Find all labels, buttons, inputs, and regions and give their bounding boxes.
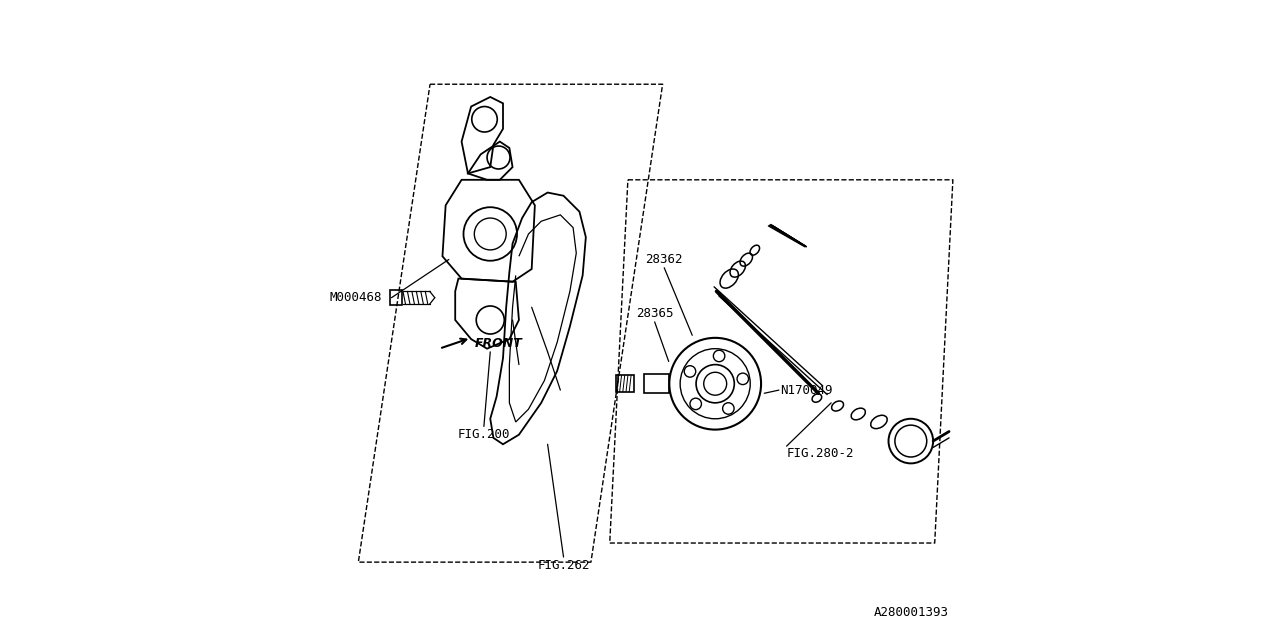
Text: M000468: M000468 <box>329 291 381 304</box>
Text: 28362: 28362 <box>645 253 684 266</box>
Text: A280001393: A280001393 <box>874 607 948 620</box>
Text: FIG.262: FIG.262 <box>538 559 590 572</box>
Text: FRONT: FRONT <box>475 337 522 350</box>
Text: FIG.280-2: FIG.280-2 <box>787 447 854 460</box>
Text: N170049: N170049 <box>781 383 833 397</box>
Text: FIG.200: FIG.200 <box>458 428 511 441</box>
Text: 28365: 28365 <box>636 307 673 320</box>
